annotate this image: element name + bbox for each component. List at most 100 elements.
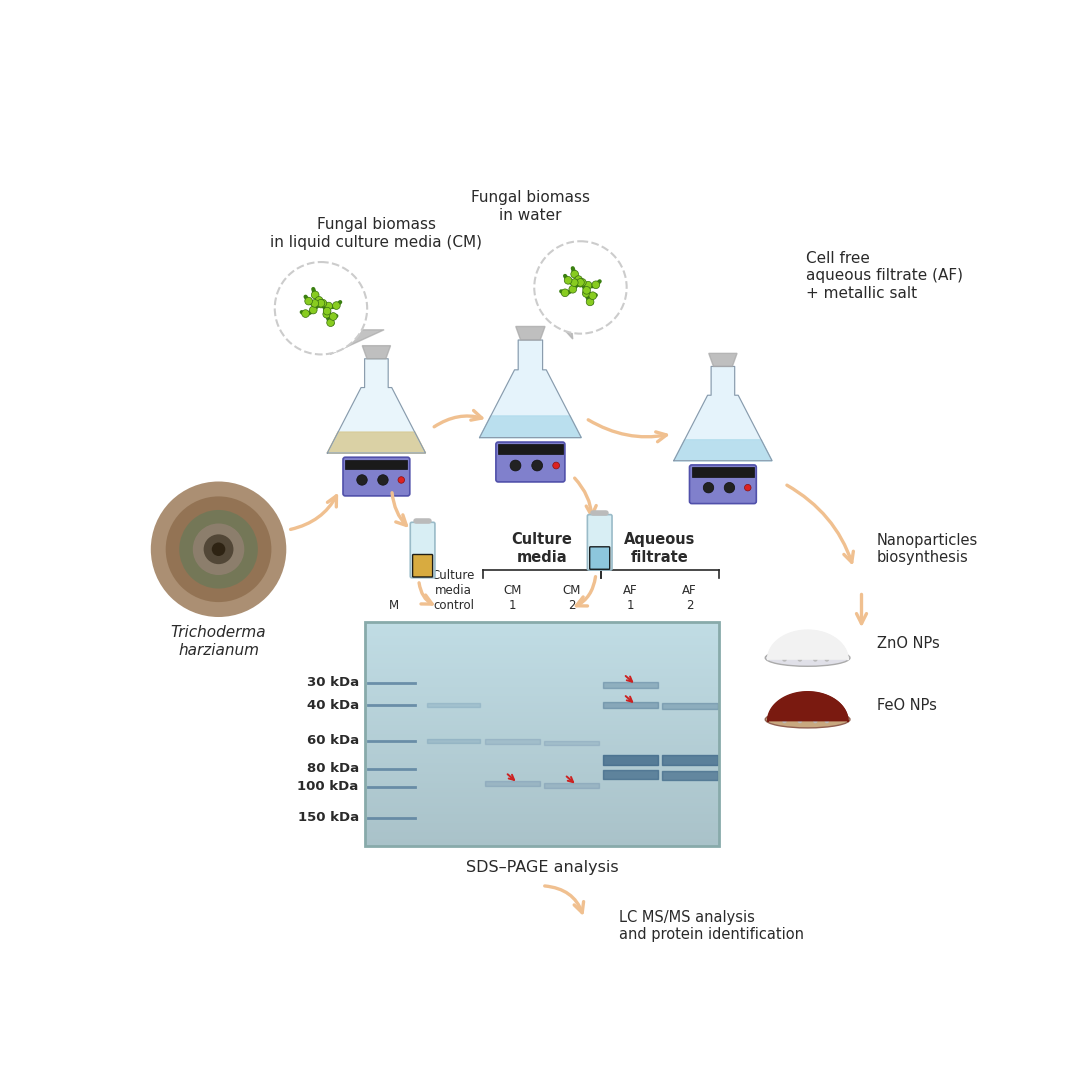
Bar	[365, 766, 719, 768]
Bar	[365, 828, 719, 831]
Bar	[365, 718, 719, 721]
Bar	[365, 835, 719, 837]
Bar	[365, 667, 719, 670]
Circle shape	[577, 280, 584, 287]
Bar	[365, 714, 719, 717]
FancyBboxPatch shape	[413, 554, 433, 577]
Bar	[365, 789, 719, 793]
Polygon shape	[330, 329, 384, 354]
Bar	[365, 629, 719, 632]
Circle shape	[165, 497, 271, 603]
Bar	[365, 676, 719, 679]
Bar	[365, 701, 719, 703]
Bar	[365, 647, 719, 650]
FancyBboxPatch shape	[689, 464, 756, 503]
Circle shape	[564, 276, 572, 284]
Bar	[365, 808, 719, 811]
Text: 80 kDa: 80 kDa	[307, 762, 359, 775]
Circle shape	[798, 718, 802, 724]
FancyBboxPatch shape	[410, 523, 435, 578]
Bar	[365, 756, 719, 759]
Bar	[365, 734, 719, 737]
Bar	[692, 468, 754, 476]
Bar	[365, 730, 719, 732]
Text: Fungal biomass
in water: Fungal biomass in water	[471, 190, 590, 222]
Polygon shape	[362, 346, 391, 359]
Circle shape	[553, 462, 559, 469]
Circle shape	[584, 282, 592, 289]
Polygon shape	[552, 316, 572, 339]
Circle shape	[592, 281, 599, 288]
Bar	[365, 774, 719, 778]
Bar	[365, 723, 719, 726]
Bar	[365, 833, 719, 835]
Bar	[365, 801, 719, 804]
Bar	[365, 823, 719, 826]
Bar	[365, 806, 719, 809]
Bar	[365, 710, 719, 713]
Circle shape	[323, 310, 330, 318]
Circle shape	[535, 241, 626, 334]
Circle shape	[193, 524, 244, 575]
Polygon shape	[708, 353, 737, 366]
Circle shape	[311, 292, 319, 299]
Text: FeO NPs: FeO NPs	[877, 698, 936, 713]
Circle shape	[356, 475, 367, 485]
Bar	[365, 622, 719, 625]
FancyBboxPatch shape	[590, 546, 610, 569]
Circle shape	[569, 285, 577, 293]
Text: CM
1: CM 1	[503, 583, 522, 611]
Bar	[365, 795, 719, 797]
Circle shape	[579, 279, 586, 286]
Text: Culture
media: Culture media	[512, 532, 572, 565]
Bar	[365, 831, 719, 833]
Bar	[365, 624, 719, 627]
Bar	[365, 792, 719, 795]
Text: CM
2: CM 2	[563, 583, 581, 611]
Bar	[365, 699, 719, 701]
Bar	[365, 638, 719, 642]
Bar	[365, 741, 719, 744]
Text: Trichoderma
harzianum: Trichoderma harzianum	[171, 625, 267, 658]
Bar	[365, 816, 719, 820]
Bar	[365, 645, 719, 648]
Bar	[365, 685, 719, 688]
Bar	[365, 670, 719, 672]
Bar	[365, 739, 719, 742]
Bar	[365, 725, 719, 728]
Bar	[365, 843, 719, 847]
Bar	[365, 743, 719, 746]
Circle shape	[151, 482, 286, 617]
Bar	[365, 707, 719, 711]
Bar	[365, 825, 719, 828]
Bar	[365, 799, 719, 801]
Circle shape	[531, 460, 542, 471]
Polygon shape	[516, 326, 545, 340]
Text: 40 kDa: 40 kDa	[307, 699, 359, 712]
Bar	[365, 653, 719, 657]
Bar	[365, 787, 719, 791]
Circle shape	[311, 299, 319, 308]
Circle shape	[583, 286, 591, 294]
Circle shape	[325, 302, 333, 310]
Bar	[365, 656, 719, 659]
Circle shape	[378, 475, 388, 485]
Circle shape	[562, 289, 569, 297]
Bar	[365, 810, 719, 813]
Circle shape	[179, 510, 258, 589]
Bar	[365, 747, 719, 751]
FancyBboxPatch shape	[496, 442, 565, 482]
Bar	[365, 640, 719, 644]
Polygon shape	[480, 340, 581, 437]
Circle shape	[725, 483, 734, 492]
Circle shape	[586, 298, 594, 306]
Circle shape	[327, 319, 335, 326]
Circle shape	[575, 275, 582, 283]
FancyBboxPatch shape	[343, 457, 409, 496]
Bar	[365, 636, 719, 638]
Bar	[365, 812, 719, 815]
Polygon shape	[480, 416, 581, 437]
Circle shape	[782, 718, 787, 724]
Text: M: M	[389, 598, 400, 611]
Bar	[365, 732, 719, 734]
